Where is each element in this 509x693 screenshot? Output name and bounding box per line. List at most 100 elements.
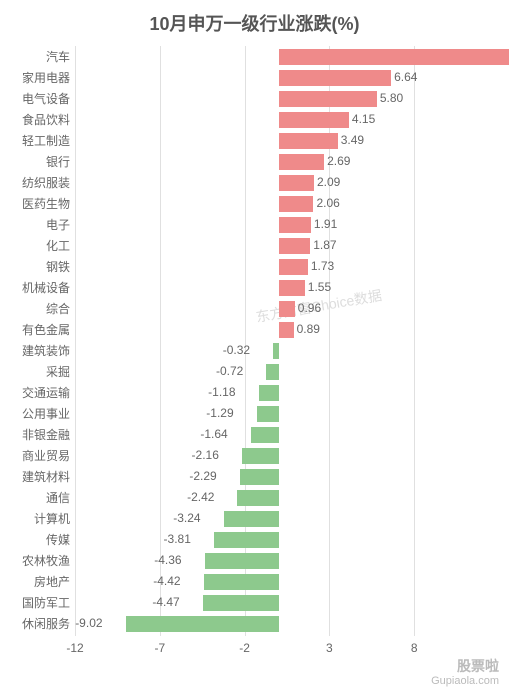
- category-label: 有色金属: [22, 321, 70, 338]
- bar-row: 汽车13.59: [75, 46, 489, 67]
- bar: [279, 112, 349, 128]
- x-tick: -7: [154, 641, 165, 655]
- category-label: 钢铁: [46, 258, 70, 275]
- value-label: -2.16: [192, 448, 219, 462]
- chart-body: 东方财富Choice数据 汽车13.59家用电器6.64电气设备5.80食品饮料…: [75, 46, 489, 636]
- bar-row: 化工1.87: [75, 235, 489, 256]
- value-label: -4.42: [153, 574, 180, 588]
- bar: [205, 553, 279, 569]
- value-label: 0.89: [297, 322, 320, 336]
- bar-row: 国防军工-4.47: [75, 592, 489, 613]
- bar: [242, 448, 279, 464]
- bar: [266, 364, 278, 380]
- bars: 汽车13.59家用电器6.64电气设备5.80食品饮料4.15轻工制造3.49银…: [75, 46, 489, 636]
- category-label: 传媒: [46, 531, 70, 548]
- bar-row: 电气设备5.80: [75, 88, 489, 109]
- value-label: -4.36: [154, 553, 181, 567]
- bar: [259, 385, 279, 401]
- bar: [237, 490, 278, 506]
- category-label: 农林牧渔: [22, 552, 70, 569]
- value-label: 4.15: [352, 112, 375, 126]
- category-label: 非银金融: [22, 426, 70, 443]
- bar: [279, 70, 392, 86]
- value-label: -1.29: [206, 406, 233, 420]
- category-label: 纺织服装: [22, 174, 70, 191]
- bar: [279, 280, 305, 296]
- bar: [204, 574, 279, 590]
- bar: [279, 49, 509, 65]
- bar-row: 机械设备1.55: [75, 277, 489, 298]
- value-label: -0.72: [216, 364, 243, 378]
- bar: [224, 511, 279, 527]
- bar-row: 钢铁1.73: [75, 256, 489, 277]
- value-label: -3.81: [164, 532, 191, 546]
- x-tick: -12: [66, 641, 83, 655]
- bar: [279, 196, 314, 212]
- bar: [279, 259, 308, 275]
- bar-row: 房地产-4.42: [75, 571, 489, 592]
- value-label: -3.24: [173, 511, 200, 525]
- bar: [251, 427, 279, 443]
- bar-row: 有色金属0.89: [75, 319, 489, 340]
- category-label: 计算机: [34, 510, 70, 527]
- bar-row: 轻工制造3.49: [75, 130, 489, 151]
- value-label: -2.29: [189, 469, 216, 483]
- x-axis: -12-7-238: [75, 636, 489, 666]
- value-label: -4.47: [152, 595, 179, 609]
- value-label: 1.91: [314, 217, 337, 231]
- category-label: 休闲服务: [22, 615, 70, 632]
- bar: [279, 154, 325, 170]
- bar-row: 建筑材料-2.29: [75, 466, 489, 487]
- bar: [257, 406, 279, 422]
- category-label: 银行: [46, 153, 70, 170]
- bar: [279, 91, 377, 107]
- category-label: 通信: [46, 489, 70, 506]
- bar: [273, 343, 278, 359]
- category-label: 综合: [46, 300, 70, 317]
- value-label: -1.64: [200, 427, 227, 441]
- bar: [203, 595, 279, 611]
- bar-row: 交通运输-1.18: [75, 382, 489, 403]
- bar-row: 家用电器6.64: [75, 67, 489, 88]
- value-label: 1.87: [313, 238, 336, 252]
- bar-row: 建筑装饰-0.32: [75, 340, 489, 361]
- category-label: 汽车: [46, 48, 70, 65]
- footer-cn: 股票啦: [431, 658, 499, 675]
- bar-row: 商业贸易-2.16: [75, 445, 489, 466]
- category-label: 公用事业: [22, 405, 70, 422]
- bar: [279, 238, 311, 254]
- bar-row: 综合0.96: [75, 298, 489, 319]
- category-label: 采掘: [46, 363, 70, 380]
- bar-row: 传媒-3.81: [75, 529, 489, 550]
- value-label: 0.96: [298, 301, 321, 315]
- value-label: 5.80: [380, 91, 403, 105]
- category-label: 建筑装饰: [22, 342, 70, 359]
- category-label: 国防军工: [22, 594, 70, 611]
- bar-row: 食品饮料4.15: [75, 109, 489, 130]
- category-label: 电子: [46, 216, 70, 233]
- category-label: 电气设备: [22, 90, 70, 107]
- bar: [214, 532, 279, 548]
- category-label: 化工: [46, 237, 70, 254]
- bar-row: 电子1.91: [75, 214, 489, 235]
- category-label: 机械设备: [22, 279, 70, 296]
- value-label: -2.42: [187, 490, 214, 504]
- bar-row: 公用事业-1.29: [75, 403, 489, 424]
- footer-logo: 股票啦 Gupiaola.com: [431, 658, 499, 688]
- bar-row: 计算机-3.24: [75, 508, 489, 529]
- bar-row: 医药生物2.06: [75, 193, 489, 214]
- bar-row: 采掘-0.72: [75, 361, 489, 382]
- value-label: 1.73: [311, 259, 334, 273]
- bar: [279, 217, 311, 233]
- value-label: 6.64: [394, 70, 417, 84]
- x-tick: -2: [239, 641, 250, 655]
- value-label: 2.69: [327, 154, 350, 168]
- category-label: 交通运输: [22, 384, 70, 401]
- value-label: 2.09: [317, 175, 340, 189]
- bar-row: 农林牧渔-4.36: [75, 550, 489, 571]
- bar: [279, 322, 294, 338]
- category-label: 建筑材料: [22, 468, 70, 485]
- bar-row: 休闲服务-9.02: [75, 613, 489, 634]
- category-label: 食品饮料: [22, 111, 70, 128]
- value-label: 3.49: [341, 133, 364, 147]
